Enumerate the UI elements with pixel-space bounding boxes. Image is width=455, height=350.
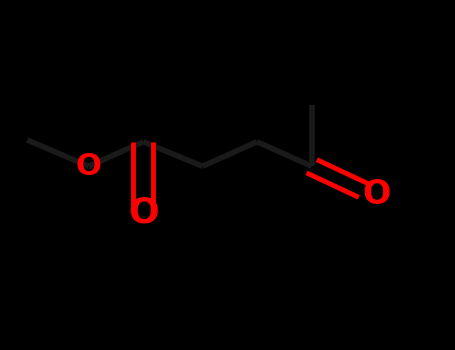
Text: O: O [76,152,101,181]
Text: O: O [128,195,159,230]
Text: O: O [363,178,391,211]
